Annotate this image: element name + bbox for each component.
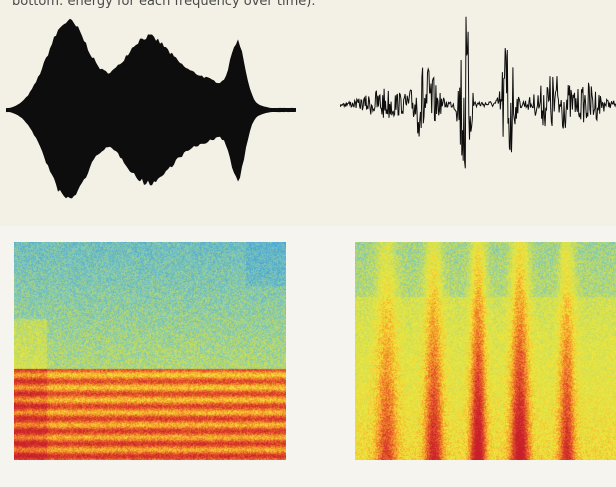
waveform-left-plot: [6, 18, 296, 199]
waveform-left-envelope: [6, 18, 296, 199]
waveform-left: [6, 16, 296, 216]
spectrogram-left-image: [14, 242, 286, 460]
spectrogram-right-image: [355, 242, 616, 460]
waveform-right: [340, 4, 616, 220]
waveform-right-plot: [340, 16, 616, 169]
spectrogram-right: [355, 242, 616, 460]
waveform-right-signal: [340, 16, 616, 169]
figure-caption: bottom: energy for each frequency over t…: [12, 0, 316, 9]
spectrogram-left: [14, 242, 286, 460]
